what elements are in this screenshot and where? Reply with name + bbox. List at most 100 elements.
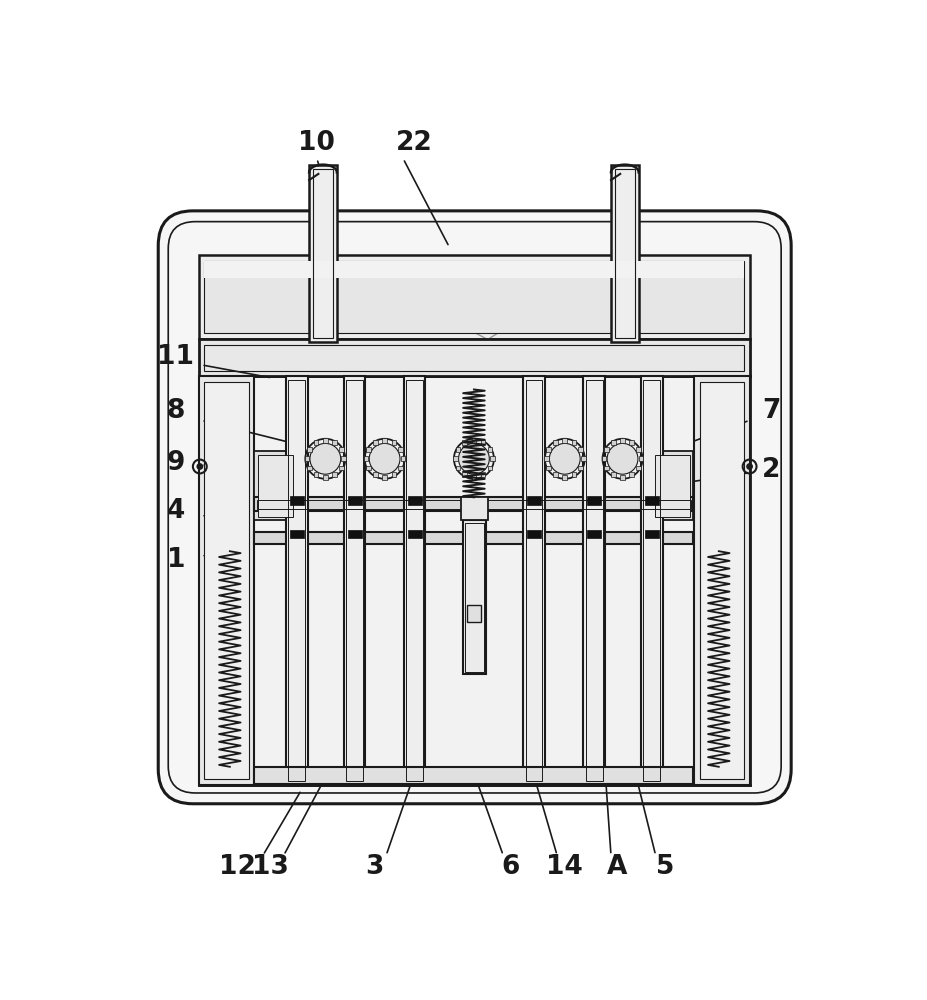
Bar	[323, 438, 327, 443]
Text: A: A	[607, 854, 628, 880]
Circle shape	[369, 443, 400, 474]
Bar	[651, 451, 693, 520]
Bar	[455, 466, 460, 470]
Bar	[490, 456, 495, 461]
Circle shape	[747, 464, 753, 469]
Bar	[472, 438, 476, 443]
Bar	[544, 456, 549, 461]
Bar	[611, 165, 639, 342]
Text: 8: 8	[167, 398, 185, 424]
Text: 9: 9	[167, 450, 185, 476]
Bar	[636, 447, 641, 452]
Bar	[563, 438, 567, 443]
Circle shape	[607, 443, 638, 474]
Bar	[339, 466, 344, 470]
Bar	[205, 382, 249, 779]
Bar	[611, 472, 616, 477]
Bar	[366, 447, 371, 452]
Bar	[615, 169, 635, 338]
Bar	[694, 376, 750, 785]
Bar	[553, 472, 558, 477]
Bar	[255, 451, 297, 520]
Bar	[305, 456, 309, 461]
Bar	[307, 447, 311, 452]
Bar	[199, 339, 750, 376]
Text: 4: 4	[167, 498, 185, 524]
Bar	[323, 475, 327, 480]
Text: 11: 11	[158, 344, 195, 370]
Bar	[547, 466, 551, 470]
Text: 3: 3	[365, 854, 384, 880]
Bar	[257, 500, 691, 509]
Bar	[620, 475, 625, 480]
Bar	[290, 496, 304, 505]
Bar	[604, 447, 609, 452]
Text: 1: 1	[167, 547, 185, 573]
Bar	[604, 466, 609, 470]
Bar	[391, 440, 396, 445]
Bar	[348, 530, 362, 538]
Bar	[488, 466, 492, 470]
Bar	[307, 466, 311, 470]
Bar	[339, 447, 344, 452]
Bar	[205, 261, 744, 333]
Bar	[527, 530, 541, 538]
Bar	[641, 376, 663, 785]
Bar	[472, 475, 476, 480]
Bar	[363, 456, 368, 461]
Bar	[290, 530, 304, 538]
Bar	[313, 169, 333, 338]
Circle shape	[550, 443, 580, 474]
Bar	[255, 497, 693, 511]
Bar	[461, 497, 488, 520]
Bar	[205, 345, 744, 371]
Bar	[527, 496, 541, 505]
Bar	[583, 376, 604, 785]
Bar	[581, 456, 586, 461]
Bar	[313, 472, 318, 477]
Bar	[563, 475, 567, 480]
Bar	[400, 456, 405, 461]
Bar	[453, 456, 458, 461]
Text: 12: 12	[219, 854, 256, 880]
Bar	[464, 520, 487, 674]
Bar	[654, 455, 690, 517]
Bar	[586, 380, 603, 781]
Bar	[332, 440, 337, 445]
Circle shape	[310, 443, 341, 474]
Text: 7: 7	[762, 398, 781, 424]
Bar	[391, 472, 396, 477]
Bar	[199, 255, 750, 339]
Circle shape	[459, 443, 489, 474]
Text: 5: 5	[655, 854, 674, 880]
Circle shape	[197, 464, 202, 469]
Bar	[255, 767, 693, 784]
Bar	[382, 438, 387, 443]
Bar	[313, 440, 318, 445]
Bar	[199, 376, 255, 785]
Bar	[455, 447, 460, 452]
Bar	[611, 440, 616, 445]
Bar	[408, 496, 422, 505]
Bar	[286, 376, 308, 785]
Bar	[700, 382, 744, 779]
Bar	[572, 440, 577, 445]
Text: 10: 10	[298, 130, 336, 156]
Bar	[288, 380, 305, 781]
Bar	[463, 472, 467, 477]
Bar	[481, 472, 486, 477]
Bar	[373, 472, 377, 477]
Bar	[366, 466, 371, 470]
Bar	[346, 380, 363, 781]
Bar	[399, 466, 403, 470]
Bar	[404, 376, 425, 785]
Bar	[645, 496, 659, 505]
Bar	[620, 438, 625, 443]
Bar	[553, 440, 558, 445]
Bar	[205, 261, 744, 278]
Bar	[645, 530, 659, 538]
Bar	[341, 456, 346, 461]
Bar	[465, 523, 484, 672]
Text: 14: 14	[546, 854, 583, 880]
Bar	[348, 496, 362, 505]
